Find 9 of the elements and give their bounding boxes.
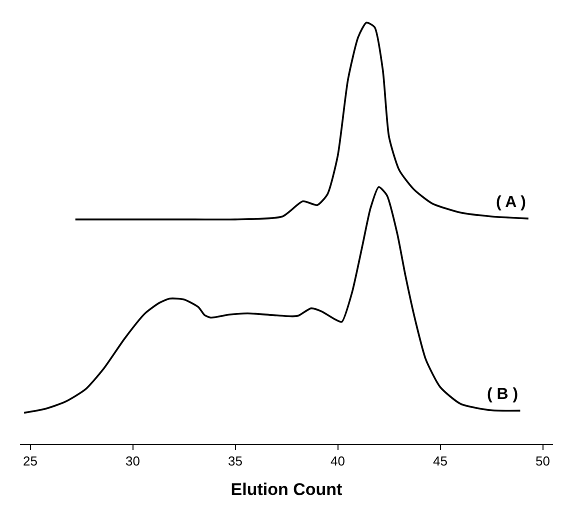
x-tick-label: 30 [126,454,140,469]
x-tick-label: 45 [433,454,448,469]
x-tick-label: 35 [228,454,242,469]
x-tick-label: 40 [330,454,345,469]
x-axis-title: Elution Count [230,480,343,499]
series-label: ( B ) [487,386,518,403]
x-tick-label: 50 [536,454,550,469]
x-tick-label: 25 [23,454,38,469]
series-label: ( A ) [496,194,526,211]
